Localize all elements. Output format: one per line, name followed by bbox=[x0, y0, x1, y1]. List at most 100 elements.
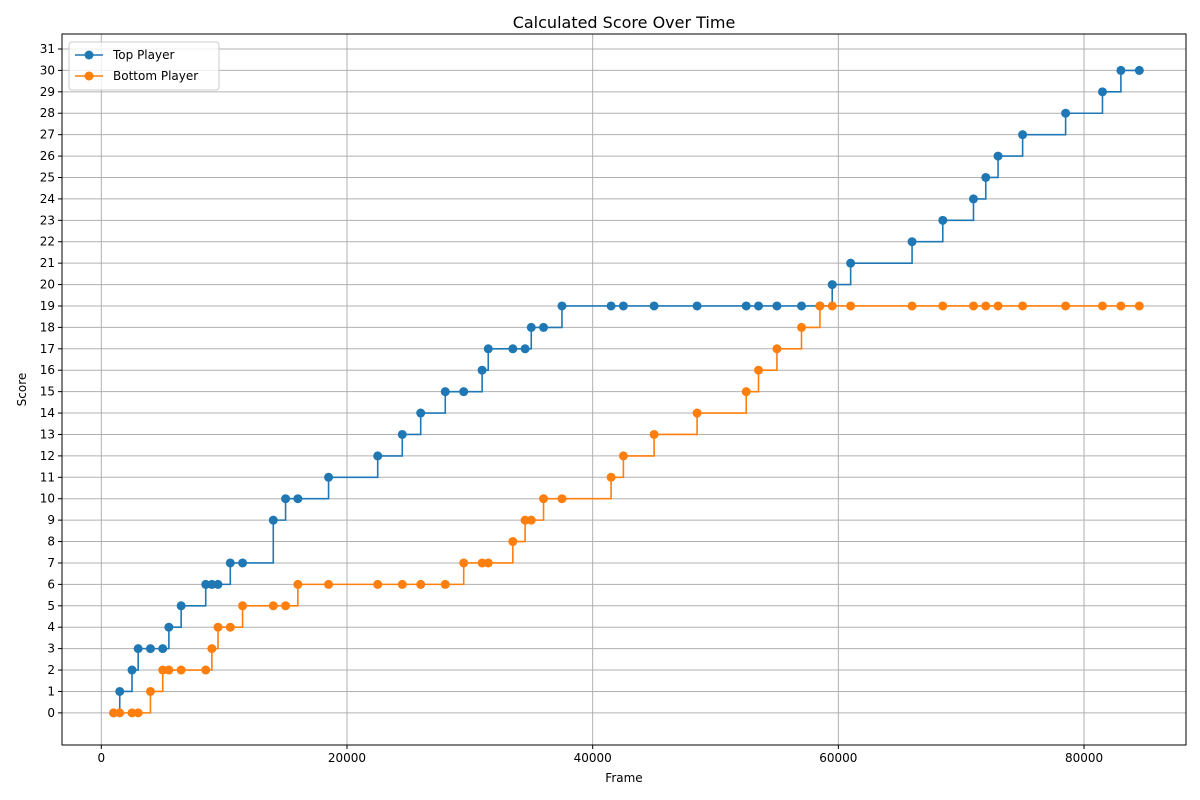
series-1-point bbox=[133, 708, 143, 718]
y-tick-label: 29 bbox=[40, 85, 55, 99]
y-tick-label: 26 bbox=[40, 149, 55, 163]
plot-frame bbox=[61, 33, 1187, 746]
series-0-point bbox=[440, 387, 450, 397]
series-0-point bbox=[158, 644, 168, 654]
series-1-point bbox=[293, 579, 303, 589]
series-0-point bbox=[649, 301, 659, 311]
y-tick-label: 14 bbox=[40, 406, 55, 420]
x-tick-label: 60000 bbox=[819, 751, 857, 765]
series-0-point bbox=[268, 515, 278, 525]
y-tick-label: 7 bbox=[47, 556, 55, 570]
series-1-point bbox=[741, 387, 751, 397]
series-0-point bbox=[416, 408, 426, 418]
y-tick-label: 23 bbox=[40, 213, 55, 227]
y-tick-label: 0 bbox=[47, 706, 55, 720]
series-0-point bbox=[281, 494, 291, 504]
series-1-point bbox=[1061, 301, 1071, 311]
y-tick-label: 21 bbox=[40, 256, 55, 270]
series-1-point bbox=[164, 665, 174, 675]
series-1-point bbox=[1097, 301, 1107, 311]
y-tick-label: 6 bbox=[47, 577, 55, 591]
series-0-point bbox=[907, 237, 917, 247]
y-tick-label: 17 bbox=[40, 342, 55, 356]
x-tick-label: 40000 bbox=[574, 751, 612, 765]
series-0-point bbox=[968, 194, 978, 204]
y-tick-label: 3 bbox=[47, 642, 55, 656]
legend-marker-1 bbox=[84, 71, 94, 81]
legend-label-1: Bottom Player bbox=[113, 69, 198, 83]
legend-marker-0 bbox=[84, 50, 94, 60]
series-0-point bbox=[772, 301, 782, 311]
y-tick-label: 20 bbox=[40, 278, 55, 292]
series-1-point bbox=[440, 579, 450, 589]
series-1-point bbox=[692, 408, 702, 418]
series-1-point bbox=[1018, 301, 1028, 311]
series-1-point bbox=[324, 579, 334, 589]
y-tick-label: 22 bbox=[40, 235, 55, 249]
series-0-point bbox=[1097, 87, 1107, 97]
legend-label-0: Top Player bbox=[112, 48, 174, 62]
chart-title: Calculated Score Over Time bbox=[513, 13, 736, 32]
series-0-point bbox=[176, 601, 186, 611]
x-tick-label: 20000 bbox=[328, 751, 366, 765]
series-1-point bbox=[238, 601, 248, 611]
y-tick-label: 5 bbox=[47, 599, 55, 613]
tick-layer: 0 20000 40000 60000 800000123456789101112131… bbox=[40, 42, 1103, 765]
series-0-point bbox=[459, 387, 469, 397]
series-1-point bbox=[508, 537, 518, 547]
series-0-point bbox=[483, 344, 493, 354]
y-axis-label: Score bbox=[15, 373, 29, 407]
y-tick-label: 19 bbox=[40, 299, 55, 313]
series-1-point bbox=[1134, 301, 1144, 311]
series-0-point bbox=[1134, 65, 1144, 75]
series-1-point bbox=[754, 365, 764, 375]
series-1-point bbox=[618, 451, 628, 461]
series-1-point bbox=[815, 301, 825, 311]
series-0-point bbox=[397, 429, 407, 439]
series-0-point bbox=[1116, 65, 1126, 75]
series-0-point bbox=[754, 301, 764, 311]
series-0-point bbox=[145, 644, 155, 654]
series-1-point bbox=[846, 301, 856, 311]
series-1-point bbox=[797, 322, 807, 332]
series-0-point bbox=[539, 322, 549, 332]
y-tick-label: 28 bbox=[40, 106, 55, 120]
series-1-point bbox=[281, 601, 291, 611]
series-1-point bbox=[1116, 301, 1126, 311]
y-tick-label: 25 bbox=[40, 170, 55, 184]
y-tick-label: 24 bbox=[40, 192, 55, 206]
series-0-point bbox=[164, 622, 174, 632]
series-1-point bbox=[225, 622, 235, 632]
legend: Top Player Bottom Player bbox=[68, 41, 220, 91]
series-0-point bbox=[127, 665, 137, 675]
series-0-point bbox=[938, 215, 948, 225]
series-0-point bbox=[606, 301, 616, 311]
series-0-point bbox=[373, 451, 383, 461]
series-1-point bbox=[373, 579, 383, 589]
series-1-point bbox=[606, 472, 616, 482]
y-tick-label: 18 bbox=[40, 320, 55, 334]
x-axis-label: Frame bbox=[605, 771, 642, 785]
y-tick-label: 9 bbox=[47, 513, 55, 527]
series-0-point bbox=[520, 344, 530, 354]
series-0-point bbox=[692, 301, 702, 311]
series-0-point bbox=[797, 301, 807, 311]
series-0-point bbox=[618, 301, 628, 311]
series-0-point bbox=[846, 258, 856, 268]
series-0-point bbox=[293, 494, 303, 504]
x-tick-label: 0 bbox=[97, 751, 105, 765]
series-0-point bbox=[213, 579, 223, 589]
series-0-point bbox=[557, 301, 567, 311]
series-1-point bbox=[416, 579, 426, 589]
series-1-point bbox=[268, 601, 278, 611]
y-tick-label: 12 bbox=[40, 449, 55, 463]
y-tick-label: 13 bbox=[40, 427, 55, 441]
y-tick-label: 1 bbox=[47, 684, 55, 698]
series-0-point bbox=[993, 151, 1003, 161]
y-tick-label: 10 bbox=[40, 492, 55, 506]
series-1-point bbox=[772, 344, 782, 354]
series-0-point bbox=[741, 301, 751, 311]
series-1-point bbox=[213, 622, 223, 632]
y-tick-label: 16 bbox=[40, 363, 55, 377]
